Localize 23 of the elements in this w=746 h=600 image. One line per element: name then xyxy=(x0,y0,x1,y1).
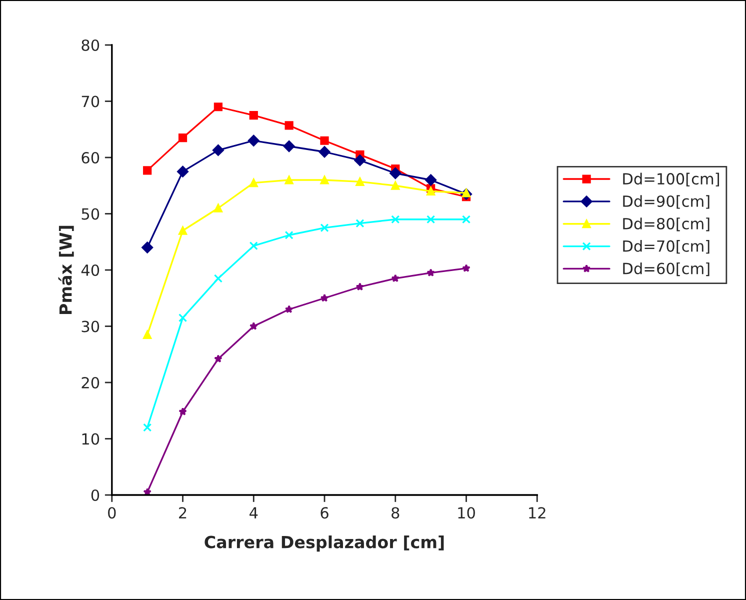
x-tick-label: 2 xyxy=(179,507,186,518)
x-axis-title: Carrera Desplazador [cm] xyxy=(204,535,444,552)
y-tick-label: 70 xyxy=(82,96,100,108)
y-tick-label: 20 xyxy=(82,376,100,389)
legend-label: Dd=80[cm] xyxy=(623,218,710,232)
x-tick-label: 0 xyxy=(108,507,116,519)
y-tick-label: 30 xyxy=(82,320,100,332)
y-axis-title: Pmáx [W] xyxy=(58,226,74,314)
x-tick-label: 10 xyxy=(458,507,475,519)
x-tick-label: 8 xyxy=(392,507,400,519)
legend-label: Dd=100[cm] xyxy=(623,172,719,186)
y-tick-label: 60 xyxy=(82,152,100,164)
legend-label: Dd=70[cm] xyxy=(623,240,710,254)
y-tick-label: 40 xyxy=(81,264,100,276)
y-tick-label: 50 xyxy=(82,208,100,220)
legend-label: Dd=90[cm] xyxy=(623,195,710,209)
legend-label: Dd=60[cm] xyxy=(623,262,710,276)
x-tick-label: 6 xyxy=(320,507,328,519)
y-tick-label: 80 xyxy=(82,39,100,52)
x-tick-label: 4 xyxy=(250,507,258,518)
y-tick-label: 10 xyxy=(82,433,100,445)
y-tick-label: 0 xyxy=(91,489,100,502)
x-tick-label: 12 xyxy=(529,507,546,518)
